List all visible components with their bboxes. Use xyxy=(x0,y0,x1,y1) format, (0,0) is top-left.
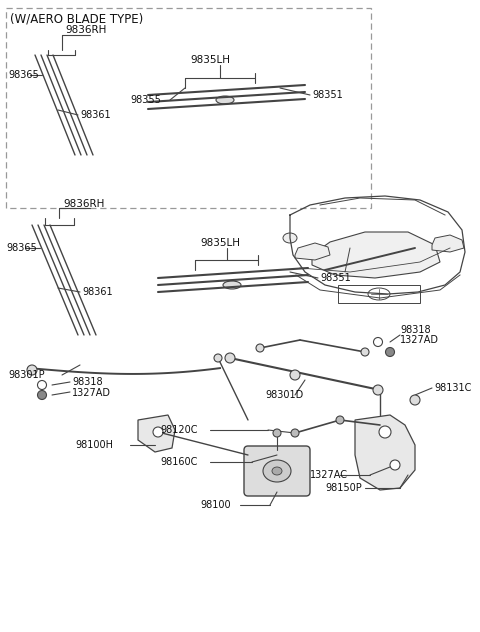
Polygon shape xyxy=(312,232,440,278)
Text: 9835LH: 9835LH xyxy=(200,238,240,248)
Text: 98361: 98361 xyxy=(82,287,113,297)
Text: 98318: 98318 xyxy=(72,377,103,387)
Circle shape xyxy=(153,427,163,437)
Text: 98301P: 98301P xyxy=(8,370,45,380)
Text: 98131C: 98131C xyxy=(434,383,471,393)
Circle shape xyxy=(373,337,383,346)
Ellipse shape xyxy=(216,96,234,104)
Circle shape xyxy=(214,354,222,362)
Circle shape xyxy=(390,460,400,470)
Text: 98301D: 98301D xyxy=(265,390,303,400)
Circle shape xyxy=(290,370,300,380)
Circle shape xyxy=(336,416,344,424)
Circle shape xyxy=(37,391,47,399)
Ellipse shape xyxy=(272,467,282,475)
Ellipse shape xyxy=(283,233,297,243)
Text: 9835LH: 9835LH xyxy=(190,55,230,65)
Text: 98361: 98361 xyxy=(80,110,110,120)
Polygon shape xyxy=(138,415,175,452)
Text: 9836RH: 9836RH xyxy=(65,25,107,35)
Ellipse shape xyxy=(223,281,241,289)
Text: 98318: 98318 xyxy=(400,325,431,335)
FancyBboxPatch shape xyxy=(244,446,310,496)
Text: 1327AD: 1327AD xyxy=(72,388,111,398)
Bar xyxy=(338,285,420,303)
Text: 1327AD: 1327AD xyxy=(400,335,439,345)
Circle shape xyxy=(373,385,383,395)
Ellipse shape xyxy=(263,460,291,482)
Circle shape xyxy=(256,344,264,352)
Circle shape xyxy=(385,348,395,356)
Text: 98120C: 98120C xyxy=(160,425,197,435)
Polygon shape xyxy=(295,243,330,260)
Text: 1327AC: 1327AC xyxy=(310,470,348,480)
Circle shape xyxy=(410,395,420,405)
Circle shape xyxy=(291,429,299,437)
Text: 98355: 98355 xyxy=(130,95,161,105)
Text: 98150P: 98150P xyxy=(325,483,362,493)
Text: 98100H: 98100H xyxy=(75,440,113,450)
Circle shape xyxy=(273,429,281,437)
Text: 98351: 98351 xyxy=(312,90,343,100)
Circle shape xyxy=(379,426,391,438)
Text: 98100: 98100 xyxy=(200,500,230,510)
Text: 98365: 98365 xyxy=(6,243,37,253)
Circle shape xyxy=(37,380,47,389)
Circle shape xyxy=(27,365,37,375)
Text: 98365: 98365 xyxy=(8,70,39,80)
Text: (W/AERO BLADE TYPE): (W/AERO BLADE TYPE) xyxy=(10,13,143,25)
Circle shape xyxy=(361,348,369,356)
Circle shape xyxy=(225,353,235,363)
Text: 98160C: 98160C xyxy=(160,457,197,467)
Text: 98351: 98351 xyxy=(320,273,351,283)
Polygon shape xyxy=(355,415,415,490)
Bar xyxy=(6,8,371,208)
Polygon shape xyxy=(432,235,464,252)
Text: 9836RH: 9836RH xyxy=(63,199,104,209)
